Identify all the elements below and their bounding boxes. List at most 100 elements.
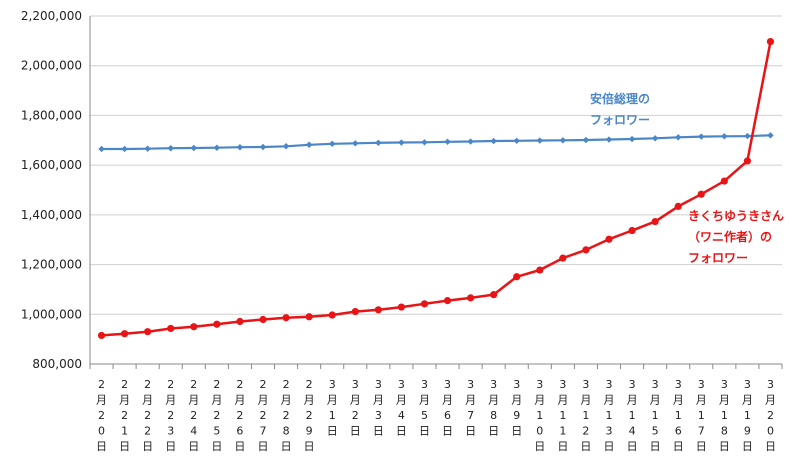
data-point (282, 143, 290, 150)
data-point (698, 133, 705, 140)
data-point (213, 320, 221, 328)
data-point (421, 139, 428, 146)
data-point (582, 246, 590, 254)
data-point (213, 144, 221, 151)
data-point (305, 313, 313, 321)
data-point (97, 331, 106, 340)
x-axis-ticks: 2 月 2 0 日 2 月 2 1 日 2 月 2 2 日 2 月 2 3 日 2 月 2 4 日 2 月 2 5 日 2 月 2 6 日 2 月 2 7 日… (96, 378, 776, 453)
data-point (167, 324, 175, 333)
data-point (375, 139, 382, 146)
data-point (121, 330, 129, 338)
y-tick-label: 1,200,000 (21, 258, 82, 272)
data-point (444, 138, 451, 145)
data-point (513, 137, 520, 144)
data-point (628, 226, 636, 235)
data-point (766, 38, 775, 46)
data-point (743, 157, 752, 165)
grid-lines (90, 15, 782, 365)
data-point (628, 135, 636, 143)
data-point (282, 314, 290, 322)
y-tick-label: 1,000,000 (21, 307, 82, 321)
annotation-label: （ワニ作者）の (688, 229, 772, 244)
data-point (121, 145, 128, 153)
data-point (144, 328, 152, 336)
series-line-0 (101, 134, 771, 151)
data-point (236, 317, 244, 326)
data-point (559, 254, 567, 262)
data-point (744, 132, 751, 140)
series-group (97, 38, 775, 340)
data-point (329, 140, 336, 147)
data-point (675, 134, 682, 141)
axes (89, 16, 783, 369)
data-point (328, 311, 336, 319)
data-point (98, 145, 105, 153)
data-point (720, 177, 728, 185)
data-point (236, 144, 244, 151)
data-point (374, 306, 382, 314)
data-point (144, 145, 151, 152)
data-point (420, 300, 429, 308)
data-point (697, 190, 705, 198)
data-point (582, 136, 590, 144)
data-point (721, 133, 728, 140)
data-point (259, 315, 267, 324)
data-point (352, 140, 359, 147)
y-axis-ticks: 800,000 1,000,000 1,200,000 1,400,000 1,600,… (21, 9, 82, 371)
y-tick-label: 2,200,000 (21, 9, 82, 23)
data-point (513, 273, 521, 281)
data-point (305, 141, 313, 148)
y-tick-label: 2,000,000 (21, 59, 82, 73)
y-tick-label: 1,600,000 (21, 158, 82, 172)
annotation-label: フォロワー (688, 251, 748, 265)
data-point (559, 137, 567, 144)
data-point (167, 145, 174, 152)
series-line-1 (101, 41, 772, 337)
data-point (490, 291, 498, 299)
y-tick-label: 1,800,000 (21, 108, 82, 122)
data-point (467, 138, 474, 145)
data-point (190, 144, 197, 152)
annotation-label: 安倍総理の (590, 91, 650, 106)
y-tick-label: 1,400,000 (21, 208, 82, 222)
data-point (674, 202, 682, 211)
data-point (536, 266, 544, 274)
data-point (767, 132, 774, 139)
data-point (651, 217, 659, 226)
y-tick-label: 800,000 (32, 357, 82, 371)
data-point (536, 137, 543, 144)
data-point (443, 297, 452, 305)
data-point (605, 136, 613, 143)
annotation-label: フォロワー (590, 113, 650, 127)
data-point (490, 137, 497, 145)
